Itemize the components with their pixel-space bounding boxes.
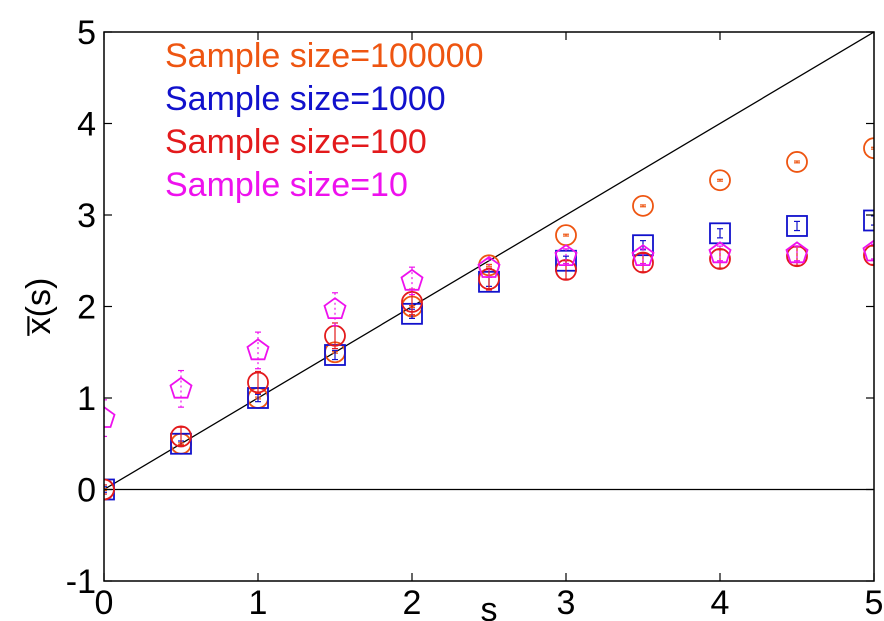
x-tick-label: 5 — [865, 584, 884, 621]
y-tick-label: 5 — [77, 14, 96, 52]
data-point — [247, 371, 269, 394]
data-point — [786, 151, 808, 173]
data-point — [862, 239, 874, 262]
data-point — [400, 268, 424, 291]
data-point — [632, 251, 654, 274]
x-axis-label: s — [481, 591, 498, 621]
legend-entry: Sample size=1000 — [165, 80, 446, 118]
series-3 — [104, 244, 874, 501]
legend-entry: Sample size=10 — [165, 166, 408, 204]
x-tick-label: 3 — [557, 584, 576, 621]
series-4 — [104, 239, 874, 438]
x-tick-label: 2 — [403, 584, 422, 621]
data-point — [709, 248, 731, 270]
data-point — [709, 169, 731, 192]
data-point — [786, 215, 808, 237]
data-point — [785, 241, 809, 264]
data-point — [477, 255, 501, 278]
data-point — [401, 291, 423, 313]
data-point — [631, 244, 655, 267]
x-tick-label: 1 — [249, 584, 268, 621]
data-point — [554, 244, 578, 267]
y-tick-label: 3 — [77, 197, 96, 235]
legend-entry: Sample size=100000 — [165, 37, 484, 75]
data-point — [104, 478, 115, 501]
data-point — [169, 376, 193, 399]
data-point — [863, 209, 874, 232]
series-2 — [104, 209, 874, 501]
y-axis-label: x̅(s) — [20, 278, 58, 336]
data-point — [104, 405, 116, 428]
data-point — [246, 338, 270, 361]
y-tick-label: -1 — [66, 563, 96, 601]
legend-entry: Sample size=100 — [165, 123, 427, 161]
y-tick-label: 1 — [77, 380, 96, 418]
data-marks — [104, 137, 874, 501]
data-point — [632, 194, 654, 217]
y-tick-label: 2 — [77, 289, 96, 327]
y-tick-label: 0 — [77, 472, 96, 510]
data-point — [170, 425, 192, 448]
data-point — [708, 241, 732, 264]
x-tick-label: 4 — [711, 584, 730, 621]
data-point — [863, 244, 874, 267]
data-point — [863, 137, 874, 160]
y-tick-label: 4 — [77, 106, 96, 144]
legend: Sample size=100000 Sample size=1000 Sample… — [165, 37, 484, 204]
x-tick-label: 0 — [95, 584, 114, 621]
data-point — [323, 297, 347, 320]
